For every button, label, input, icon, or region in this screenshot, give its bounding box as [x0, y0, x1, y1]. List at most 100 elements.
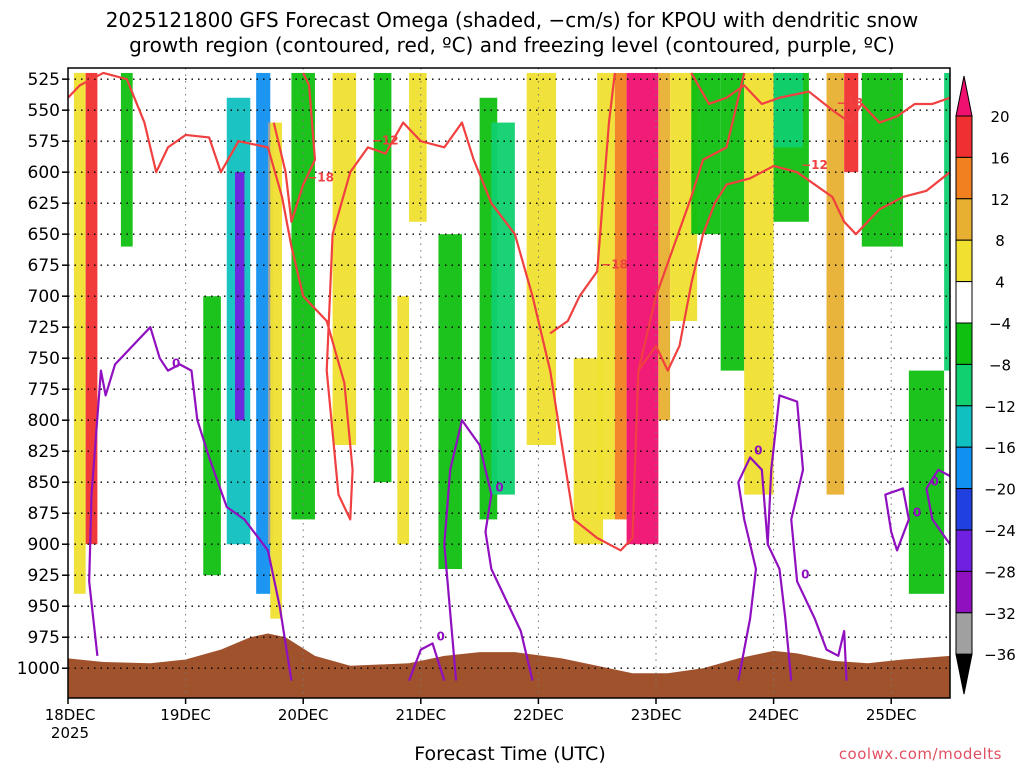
- colorbar-label-4: 4: [995, 274, 1005, 292]
- colorbar-label-2: 12: [990, 191, 1009, 209]
- y-tick-label-750: 750: [28, 349, 60, 369]
- colorbar-label-3: 8: [995, 232, 1005, 250]
- y-tick-label-675: 675: [28, 256, 60, 276]
- x-tick-label-2: 20DEC: [278, 706, 329, 724]
- y-tick-label-600: 600: [28, 163, 60, 183]
- freezing-contour-label-0: 0: [172, 357, 180, 371]
- colorbar-box-5: [955, 322, 973, 365]
- chart-title: 2025121800 GFS Forecast Omega (shaded, −…: [0, 8, 1024, 58]
- x-tick-label-0: 18DEC: [45, 706, 96, 724]
- omega-band-11: [373, 72, 392, 483]
- colorbar-label-13: −36: [984, 646, 1016, 664]
- colorbar-box-0: [955, 115, 973, 158]
- x-axis-label: Forecast Time (UTC): [414, 743, 606, 765]
- y-tick-label-975: 975: [28, 628, 60, 648]
- y-tick-label-775: 775: [28, 380, 60, 400]
- x-tick-label-5: 23DEC: [631, 706, 682, 724]
- x-tick-label-7: 25DEC: [866, 706, 917, 724]
- dendritic-contour-line-2: [549, 72, 616, 335]
- omega-band-5: [234, 172, 245, 421]
- omega-band-33: [944, 72, 950, 371]
- omega-band-29: [826, 72, 845, 495]
- omega-band-14: [438, 234, 462, 570]
- omega-band-1: [85, 72, 98, 545]
- y-tick-label-550: 550: [28, 101, 60, 121]
- colorbar-box-7: [955, 405, 973, 448]
- omega-band-8: [270, 122, 283, 619]
- colorbar: 20 16 12 8 4 −4 −8 −12 −16 −20 −24 −28 −32 −36: [955, 75, 1016, 695]
- colorbar-box-9: [955, 488, 973, 531]
- freezing-contour-line-6: [925, 468, 950, 545]
- y-tick-label-700: 700: [28, 287, 60, 307]
- y-tick-label-950: 950: [28, 597, 60, 617]
- omega-band-31: [861, 72, 903, 247]
- dendritic-contour-label-3: −12: [801, 158, 828, 172]
- freezing-contour-line-5: [884, 487, 910, 552]
- colorbar-label-10: −24: [984, 522, 1016, 540]
- freezing-contour-label-5: 0: [913, 505, 921, 519]
- y-tick-label-875: 875: [28, 504, 60, 524]
- colorbar-label-5: −4: [989, 315, 1011, 333]
- omega-band-3: [203, 296, 221, 576]
- omega-band-16: [491, 122, 515, 495]
- y-tick-label-725: 725: [28, 318, 60, 338]
- omega-band-26: [744, 72, 774, 495]
- y-tick-label-825: 825: [28, 442, 60, 462]
- x-tick-label-3: 21DEC: [396, 706, 447, 724]
- colorbar-box-10: [955, 529, 973, 572]
- colorbar-bottom-arrow: [955, 653, 973, 695]
- x-tick-label-1: 19DEC: [160, 706, 211, 724]
- freezing-contour-line-1: [408, 642, 446, 682]
- colorbar-label-6: −8: [989, 356, 1011, 374]
- dendritic-contour-label-0: −12: [372, 133, 399, 147]
- freezing-contour-line-4: [766, 394, 848, 681]
- colorbar-box-6: [955, 363, 973, 407]
- y-axis: 525 550 575 600 625 650 675 700 725 750 775 800 825 8…: [17, 70, 68, 679]
- x-tick-sublabel: 2025: [51, 724, 89, 742]
- omega-band-0: [73, 72, 86, 594]
- dendritic-contour-line-4: [690, 72, 950, 124]
- y-tick-label-925: 925: [28, 566, 60, 586]
- omega-band-2: [120, 72, 133, 247]
- colorbar-label-12: −32: [984, 605, 1016, 623]
- contours: −12 −18 −18 −12 −18 0 0 0 0 0 0 0: [68, 71, 950, 682]
- x-axis: 18DEC 19DEC 20DEC 21DEC 22DEC 23DEC 24DEC 25DEC…: [45, 698, 917, 742]
- freezing-contour-label-6: 0: [930, 474, 938, 488]
- freezing-contour-line-2: [443, 419, 534, 681]
- freezing-contour-label-4: 0: [801, 567, 809, 581]
- omega-band-19: [597, 72, 615, 520]
- gridlines: [68, 68, 950, 698]
- dendritic-contour-line-0: [68, 71, 746, 552]
- colorbar-box-12: [955, 612, 973, 655]
- colorbar-label-9: −20: [984, 481, 1016, 499]
- x-tick-label-4: 22DEC: [513, 706, 564, 724]
- colorbar-box-3: [955, 239, 973, 283]
- y-tick-label-625: 625: [28, 194, 60, 214]
- colorbar-label-11: −28: [984, 563, 1016, 581]
- colorbar-box-1: [955, 156, 973, 200]
- x-tick-label-6: 24DEC: [748, 706, 799, 724]
- colorbar-label-8: −16: [984, 439, 1016, 457]
- title-line-1: 2025121800 GFS Forecast Omega (shaded, −…: [105, 8, 919, 32]
- credit-link[interactable]: coolwx.com/modelts: [838, 745, 1002, 763]
- plot-frame: [67, 67, 951, 699]
- colorbar-label-1: 16: [990, 149, 1009, 167]
- omega-band-12: [397, 296, 410, 545]
- y-tick-label-850: 850: [28, 473, 60, 493]
- omega-band-10: [332, 72, 357, 446]
- dendritic-contour-line-1: [272, 72, 317, 223]
- freezing-contour-line-3: [737, 456, 793, 681]
- colorbar-box-2: [955, 198, 973, 241]
- y-tick-label-575: 575: [28, 132, 60, 152]
- y-tick-label-900: 900: [28, 535, 60, 555]
- omega-band-22: [658, 72, 671, 421]
- colorbar-box-8: [955, 446, 973, 490]
- y-tick-label-650: 650: [28, 225, 60, 245]
- dendritic-contour-label-2: −18: [601, 257, 628, 271]
- colorbar-label-7: −12: [984, 398, 1016, 416]
- colorbar-label-0: 20: [990, 108, 1009, 126]
- omega-band-6: [256, 72, 271, 594]
- y-tick-label-800: 800: [28, 411, 60, 431]
- freezing-contour-label-2: 0: [495, 481, 503, 495]
